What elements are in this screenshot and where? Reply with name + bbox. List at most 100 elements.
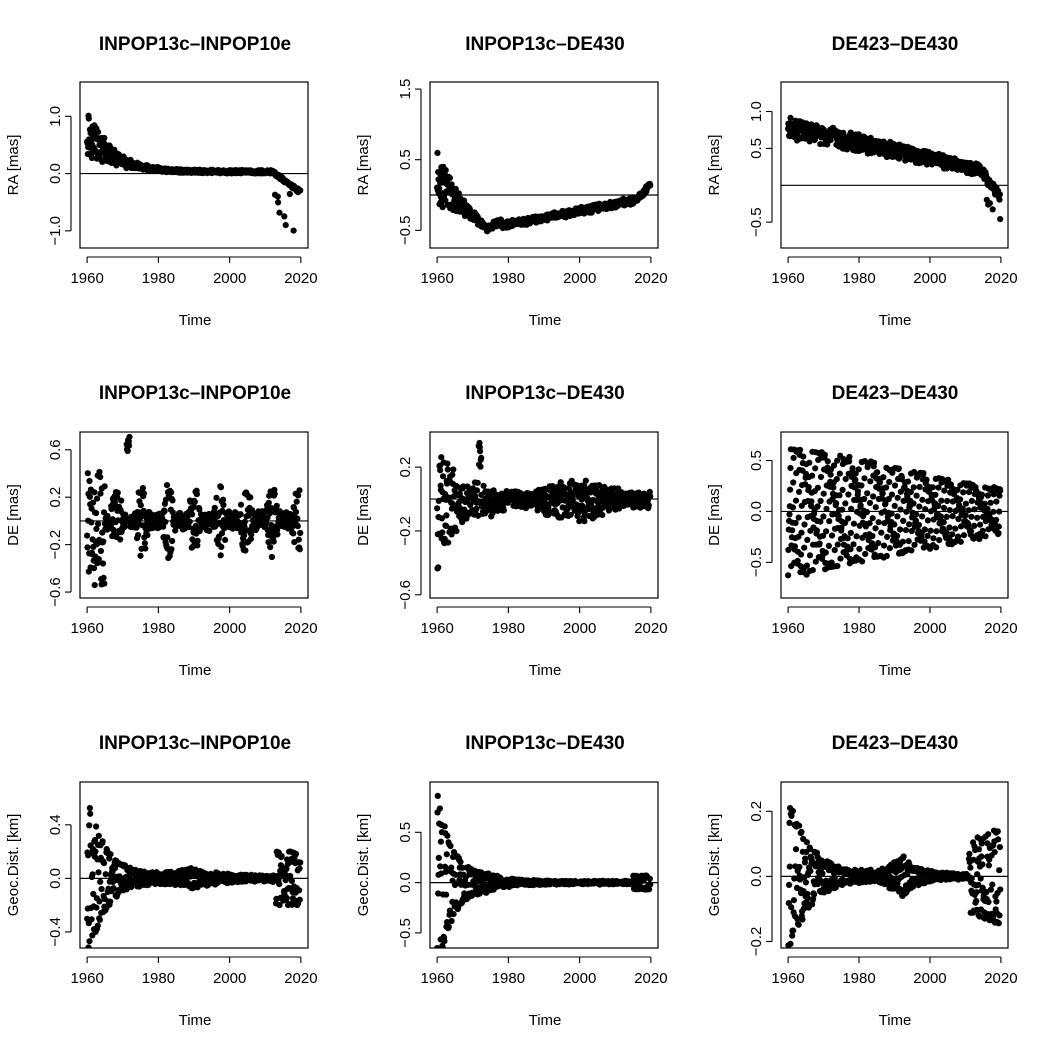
data-point: [283, 865, 290, 873]
data-point: [169, 497, 176, 504]
data-point: [93, 904, 100, 911]
data-point: [842, 500, 849, 507]
data-point: [89, 499, 97, 506]
data-point: [884, 533, 891, 541]
data-point: [448, 864, 455, 871]
data-point: [790, 479, 797, 486]
data-point: [795, 514, 802, 521]
x-tick-label: 1980: [492, 270, 525, 287]
data-point: [218, 543, 225, 551]
data-point: [474, 479, 481, 486]
data-point: [790, 454, 797, 461]
data-point: [791, 543, 799, 550]
data-point: [457, 858, 464, 866]
plot-frame: [780, 81, 1009, 249]
y-axis-label: DE [mas]: [706, 484, 723, 546]
data-point: [442, 167, 449, 174]
data-point: [283, 894, 290, 902]
data-point: [863, 508, 871, 516]
x-tick-label: 2020: [634, 620, 667, 637]
data-point: [957, 496, 964, 503]
data-point: [477, 463, 484, 470]
data-point: [271, 490, 278, 497]
data-point: [276, 902, 283, 909]
data-point: [140, 507, 147, 514]
data-point: [213, 494, 220, 501]
data-points: [785, 114, 1004, 223]
data-point: [452, 871, 459, 878]
data-point: [941, 487, 948, 494]
x-tick-label: 2020: [284, 270, 317, 287]
data-point: [86, 477, 93, 485]
data-point: [974, 514, 981, 521]
data-point: [141, 540, 148, 547]
data-point: [144, 532, 151, 539]
data-point: [834, 541, 841, 548]
data-point: [194, 542, 201, 549]
data-point: [564, 505, 571, 512]
data-point: [894, 494, 901, 501]
data-point: [845, 515, 852, 522]
y-tick-label: 0.5: [748, 138, 765, 159]
data-point: [785, 572, 792, 579]
data-point: [872, 525, 879, 532]
data-point: [161, 508, 168, 515]
data-point: [241, 518, 248, 526]
data-point: [827, 471, 834, 478]
y-tick-label: 1.5: [397, 79, 414, 100]
data-point: [905, 538, 912, 545]
data-point: [582, 477, 589, 484]
x-tick-label: 2000: [213, 970, 246, 987]
data-point: [856, 545, 863, 553]
x-tick-label: 2000: [913, 620, 946, 637]
data-point: [833, 476, 840, 483]
x-tick-label: 1960: [70, 970, 103, 987]
data-point: [91, 489, 98, 496]
data-point: [437, 838, 444, 845]
data-point: [920, 470, 927, 477]
y-tick-label: −0.6: [397, 580, 414, 610]
data-point: [137, 552, 144, 559]
y-axis-label: Geoc.Dist. [km]: [5, 814, 22, 917]
data-point: [296, 896, 303, 903]
data-point: [845, 491, 852, 498]
data-point: [886, 545, 894, 552]
data-point: [452, 185, 459, 192]
data-point: [189, 511, 196, 518]
data-point: [237, 501, 245, 508]
data-point: [567, 511, 574, 518]
data-point: [852, 476, 859, 483]
data-point: [949, 513, 956, 520]
data-point: [900, 517, 907, 525]
data-point: [787, 486, 794, 493]
y-axis-label: RA [mas]: [706, 135, 723, 196]
data-point: [455, 190, 462, 197]
data-point: [439, 204, 446, 211]
data-point: [924, 517, 932, 524]
y-tick-label: −0.5: [397, 216, 414, 246]
data-point: [959, 505, 966, 512]
data-point: [292, 850, 300, 858]
y-tick-label: −1.0: [47, 216, 64, 246]
data-point: [789, 504, 797, 511]
x-tick-label: 1960: [70, 620, 103, 637]
data-point: [248, 507, 256, 514]
data-point: [996, 508, 1003, 515]
data-point: [834, 562, 841, 570]
data-point: [288, 877, 295, 885]
data-point: [952, 525, 959, 532]
data-point: [852, 470, 859, 477]
data-point: [449, 471, 456, 478]
data-points: [434, 439, 654, 572]
data-point: [206, 527, 213, 535]
data-point: [846, 458, 853, 465]
data-point: [814, 503, 821, 510]
data-point: [986, 200, 994, 207]
data-point: [945, 476, 952, 483]
data-point: [848, 505, 855, 512]
data-point: [869, 515, 876, 522]
data-point: [96, 898, 103, 905]
data-point: [798, 551, 805, 558]
y-tick-label: −0.2: [47, 530, 64, 560]
data-point: [804, 536, 811, 544]
